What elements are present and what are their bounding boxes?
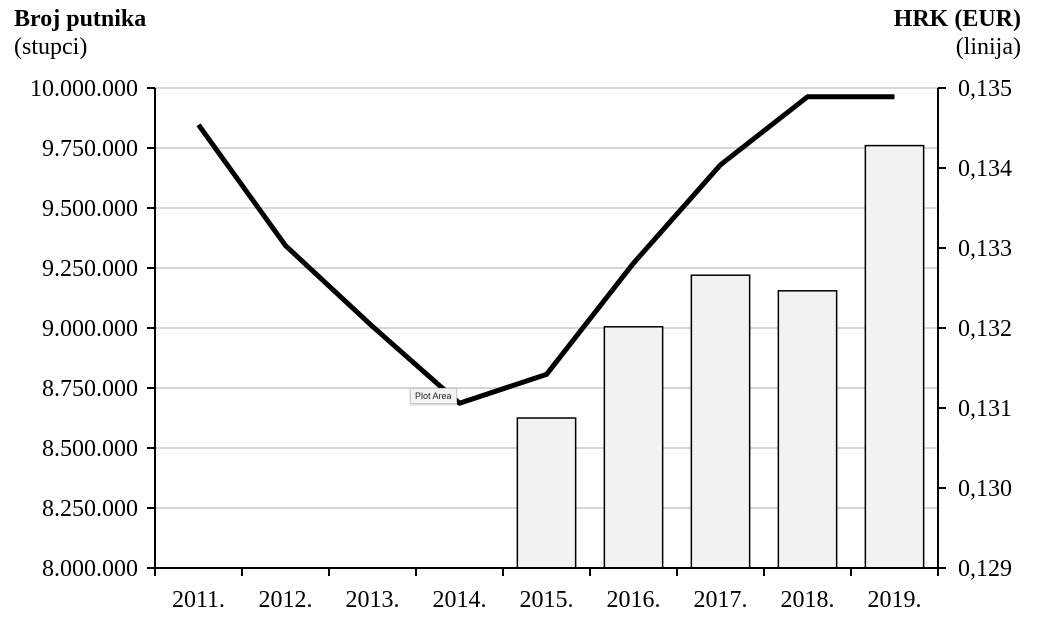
- line-series: [196, 94, 895, 406]
- x-tick-label: 2011.: [172, 587, 225, 613]
- x-tick-label: 2016.: [607, 587, 661, 613]
- plot-area-tooltip: Plot Area: [410, 388, 457, 404]
- left-tick-label: 8.250.000: [42, 496, 138, 522]
- left-axis-subtitle: (stupci): [14, 34, 88, 60]
- bar-series: [516, 144, 925, 569]
- bar: [516, 417, 577, 569]
- bar: [690, 274, 751, 569]
- right-tick-label: 0,133: [958, 236, 1012, 262]
- bar: [603, 326, 664, 569]
- x-tick-label: 2012.: [259, 587, 313, 613]
- left-tick-label: 9.000.000: [42, 316, 138, 342]
- left-tick-label: 8.000.000: [42, 556, 138, 582]
- right-tick-label: 0,131: [958, 396, 1012, 422]
- x-tick-label: 2013.: [346, 587, 400, 613]
- left-axis-title: Broj putnika: [14, 6, 147, 32]
- x-tick-label: 2017.: [694, 587, 748, 613]
- x-tick-label: 2018.: [781, 587, 835, 613]
- x-tick-labels: 2011. 2012. 2013. 2014. 2015. 2016. 2017. 2018.…: [172, 587, 922, 613]
- left-tick-label: 8.500.000: [42, 436, 138, 462]
- left-tick-label: 9.250.000: [42, 256, 138, 282]
- x-tick-label: 2019.: [868, 587, 922, 613]
- bar: [777, 290, 838, 569]
- left-tick-label: 8.750.000: [42, 376, 138, 402]
- left-tick-labels: 8.000.000 8.250.000 8.500.000 8.750.000 9.00…: [30, 76, 138, 582]
- left-tick-label: 9.750.000: [42, 136, 138, 162]
- bar: [864, 144, 925, 569]
- right-tick-label: 0,130: [958, 476, 1012, 502]
- axes: [147, 87, 946, 576]
- right-tick-labels: 0,129 0,130 0,131 0,132 0,133 0,134 0,135: [958, 76, 1012, 582]
- x-tick-label: 2015.: [520, 587, 574, 613]
- right-axis-subtitle: (linija): [955, 34, 1021, 60]
- right-tick-label: 0,135: [958, 76, 1012, 102]
- left-tick-label: 9.500.000: [42, 196, 138, 222]
- right-axis-title: HRK (EUR): [893, 6, 1021, 32]
- left-tick-label: 10.000.000: [30, 76, 138, 102]
- right-tick-label: 0,134: [958, 156, 1012, 182]
- right-tick-label: 0,129: [958, 556, 1012, 582]
- x-tick-label: 2014.: [433, 587, 487, 613]
- line-path: [196, 94, 895, 406]
- right-tick-label: 0,132: [958, 316, 1012, 342]
